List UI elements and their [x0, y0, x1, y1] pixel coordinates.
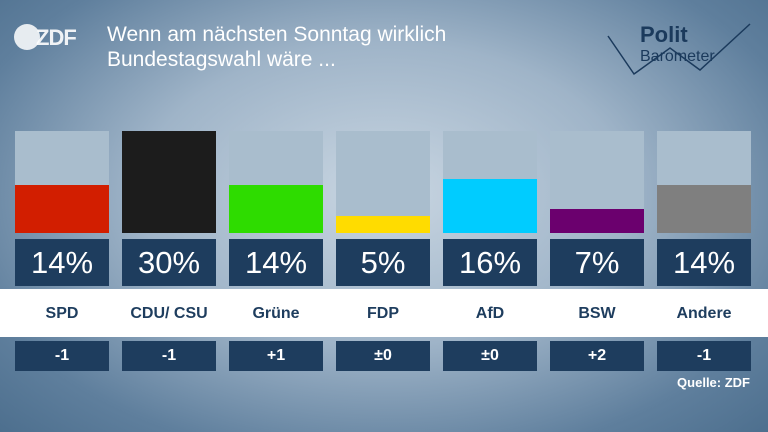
- bar-track: [122, 131, 216, 233]
- category-label: Andere: [676, 304, 732, 322]
- bar: [550, 209, 644, 233]
- bar-track: [550, 131, 644, 233]
- change-label: +2: [550, 341, 644, 371]
- zdf-logo-circle: [14, 24, 40, 50]
- change-label: -1: [15, 341, 109, 371]
- bar-column: 14%: [657, 131, 751, 286]
- category-label: SPD: [45, 304, 79, 322]
- change-label: -1: [122, 341, 216, 371]
- category-label: Grüne: [252, 304, 300, 322]
- party-name-strip: [0, 289, 768, 337]
- bar-value-label: 5%: [336, 239, 430, 286]
- category-label: FDP: [367, 304, 399, 322]
- category-label: AfD: [475, 304, 505, 322]
- bar-value-label: 14%: [229, 239, 323, 286]
- change-label: ±0: [336, 341, 430, 371]
- bar-track: [657, 131, 751, 233]
- change-label: +1: [229, 341, 323, 371]
- zdf-logo: ZDF: [14, 22, 84, 54]
- category-label: CDU/ CSU: [130, 304, 208, 322]
- bar: [15, 185, 109, 233]
- politbarometer-word-2: Barometer: [640, 48, 715, 65]
- bar-value-label: 7%: [550, 239, 644, 286]
- bar: [336, 216, 430, 233]
- chart-title: Wenn am nächsten Sonntag wirklich Bundes…: [107, 23, 447, 71]
- bar-column: 30%: [122, 131, 216, 286]
- bar-column: 7%: [550, 131, 644, 286]
- bar-column: 16%: [443, 131, 537, 286]
- zdf-logo-text: ZDF: [36, 25, 77, 50]
- bar-value-label: 14%: [657, 239, 751, 286]
- politbarometer-zigzag-icon: [607, 23, 751, 76]
- bar: [657, 185, 751, 233]
- bar: [122, 131, 216, 233]
- change-label: ±0: [443, 341, 537, 371]
- bar-track: [336, 131, 430, 233]
- bar-value-label: 30%: [122, 239, 216, 286]
- bar-value-label: 14%: [15, 239, 109, 286]
- bar-column: 5%: [336, 131, 430, 286]
- bar-value-label: 16%: [443, 239, 537, 286]
- bar: [443, 179, 537, 233]
- politbarometer-word-1: Polit: [640, 22, 688, 47]
- bar-track: [15, 131, 109, 233]
- change-label: -1: [657, 341, 751, 371]
- bar-column: 14%: [229, 131, 323, 286]
- bar-track: [443, 131, 537, 233]
- politbarometer-logo: Polit Barometer: [600, 18, 760, 78]
- bar: [229, 185, 323, 233]
- category-label: BSW: [578, 304, 616, 322]
- source-note: Quelle: ZDF: [677, 375, 750, 390]
- bar-column: 14%: [15, 131, 109, 286]
- bar-track: [229, 131, 323, 233]
